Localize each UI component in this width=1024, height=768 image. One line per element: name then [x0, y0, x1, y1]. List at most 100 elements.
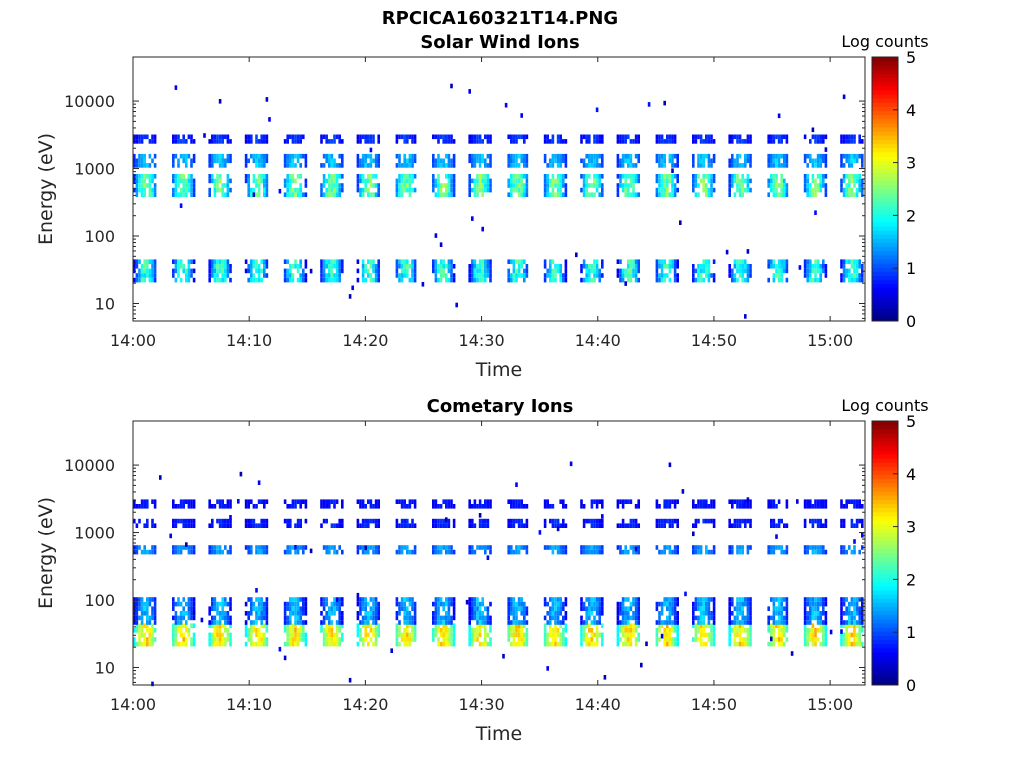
heatmap-cell [848, 187, 851, 193]
heatmap-cell [291, 178, 295, 184]
heatmap-cell [226, 620, 230, 625]
heatmap-cell [710, 641, 713, 647]
heatmap-cell [322, 273, 326, 278]
heatmap-cell [221, 259, 224, 264]
heatmap-cell [411, 259, 414, 264]
heatmap-cell [338, 623, 341, 628]
heatmap-cell [601, 499, 604, 504]
heatmap-cell [208, 259, 211, 264]
heatmap-cell [294, 632, 297, 638]
heatmap-cell [517, 504, 521, 509]
heatmap-cell [601, 601, 604, 607]
heatmap-cell [595, 134, 599, 140]
heatmap-cell [283, 192, 287, 197]
heatmap-cell [746, 611, 750, 616]
heatmap-cell [377, 615, 380, 621]
heatmap-cell [135, 264, 139, 269]
heatmap-cell [627, 192, 630, 197]
heatmap-cell [632, 178, 635, 184]
heatmap-cell [783, 615, 786, 621]
heatmap-cell [770, 549, 773, 555]
heatmap-cell [777, 163, 781, 168]
heatmap-cell [473, 549, 477, 555]
heatmap-cell [842, 153, 846, 159]
heatmap-cell [855, 264, 859, 269]
heatmap-cell [676, 623, 679, 628]
heatmap-cell [406, 174, 409, 179]
heatmap-cell [190, 518, 193, 524]
heatmap-cell [263, 611, 266, 616]
heatmap-cell [372, 632, 375, 638]
heatmap-cell [338, 597, 341, 602]
heatmap-cell [364, 163, 367, 168]
heatmap-cell [226, 153, 230, 159]
heatmap-cell [806, 641, 809, 647]
colorbar-segment [872, 668, 898, 674]
heatmap-cell [590, 523, 594, 528]
heatmap-cell [229, 601, 232, 607]
heatmap-cell [476, 192, 479, 197]
heatmap-cell [816, 268, 820, 274]
heatmap-cell [507, 277, 510, 283]
heatmap-cell [216, 606, 219, 611]
heatmap-cell [580, 628, 583, 633]
heatmap-cell [185, 192, 188, 197]
colorbar-segment [872, 437, 898, 443]
heatmap-cell [515, 545, 518, 550]
colorbar-segment [872, 106, 898, 112]
heatmap-cell [629, 273, 633, 278]
heatmap-cell [772, 523, 776, 528]
heatmap-cell [403, 264, 406, 269]
heatmap-cell [811, 637, 815, 642]
heatmap-cell [733, 632, 737, 638]
heatmap-cell [229, 268, 232, 274]
colorbar-segment [872, 577, 898, 583]
heatmap-cell [185, 637, 188, 642]
heatmap-cell [655, 545, 659, 550]
heatmap-cell [549, 273, 552, 278]
heatmap-cell [177, 158, 180, 164]
heatmap-cell [364, 264, 367, 269]
heatmap-cell [785, 153, 789, 159]
heatmap-cell [850, 187, 854, 193]
heatmap-cell [775, 273, 778, 278]
heatmap-cell [216, 545, 219, 550]
heatmap-cell [263, 174, 266, 179]
heatmap-cell [179, 499, 183, 504]
heatmap-cell [247, 134, 250, 140]
heatmap-cell [229, 641, 232, 647]
heatmap-cell [265, 601, 269, 607]
heatmap-cell [593, 641, 596, 647]
heatmap-cell [478, 615, 482, 621]
heatmap-cell [699, 549, 703, 555]
heatmap-cell [473, 637, 477, 642]
heatmap-cell [741, 178, 744, 184]
heatmap-cell [777, 139, 781, 144]
heatmap-cell [322, 620, 326, 625]
heatmap-cell [187, 187, 191, 193]
heatmap-cell [770, 158, 773, 164]
heatmap-cell [728, 139, 731, 144]
heatmap-cell [333, 545, 336, 550]
heatmap-cell [437, 264, 440, 269]
heatmap-cell [140, 163, 144, 168]
heatmap-cell [341, 268, 344, 274]
heatmap-cell [616, 623, 620, 628]
heatmap-cell [676, 545, 679, 550]
heatmap-cell [749, 504, 752, 509]
heatmap-cell [562, 174, 565, 179]
heatmap-cell [546, 139, 549, 144]
heatmap-cell [172, 139, 175, 144]
heatmap-cell [450, 259, 453, 264]
heatmap-cell [395, 134, 399, 140]
heatmap-cell [697, 192, 700, 197]
heatmap-cell [702, 620, 705, 625]
heatmap-cell [325, 615, 328, 621]
heatmap-cell [507, 183, 510, 188]
heatmap-cell [322, 153, 326, 159]
heatmap-cell [260, 174, 263, 179]
heatmap-cell [473, 273, 477, 278]
heatmap-cell [439, 504, 443, 509]
heatmap-cell [255, 549, 258, 555]
heatmap-cell [400, 277, 404, 283]
